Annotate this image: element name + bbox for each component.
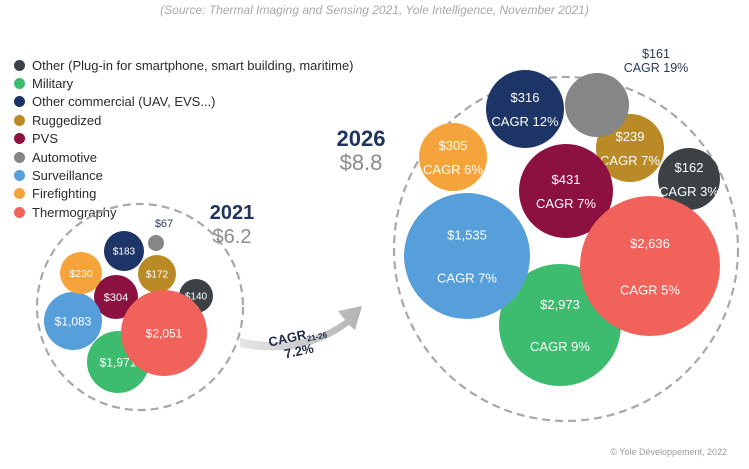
year-2026-label-ruggedized: $239 CAGR 7% <box>600 129 660 168</box>
legend-swatch <box>14 78 25 90</box>
legend-swatch <box>14 96 25 108</box>
year-2021-title: 2021 <box>210 202 255 224</box>
year-2021-label-other: $183 <box>113 247 136 258</box>
year-2026-label-surveillance: $1,535 CAGR 7% <box>437 228 497 286</box>
year-2026-label-other: $316 CAGR 12% <box>491 90 559 129</box>
legend-swatch <box>14 59 25 71</box>
legend-item-other: Other (Plug-in for smartphone, smart bui… <box>14 56 354 74</box>
legend-label: Automotive <box>32 149 98 165</box>
year-2021-enclosure <box>35 202 245 412</box>
legend-swatch <box>14 188 25 200</box>
year-2026-label-automotive: $161 CAGR 19% <box>624 47 689 75</box>
year-2026-label-other: $162 CAGR 3% <box>659 160 719 199</box>
legend-swatch <box>14 206 25 218</box>
year-2021-label-military: $1,971 <box>100 355 137 369</box>
year-2021-label-thermography: $2,051 <box>146 326 183 340</box>
legend-item-thermography: Thermography <box>14 203 354 221</box>
year-2021-label-ruggedized: $172 <box>146 270 169 281</box>
year-2026-bubble-thermography <box>580 196 720 336</box>
chart-legend: Other (Plug-in for smartphone, smart bui… <box>14 56 354 222</box>
year-2026-title: 2026 <box>337 126 386 151</box>
year-2021-total: $6.2 <box>213 226 252 248</box>
year-2021-bubble-pvs <box>94 275 138 319</box>
growth-arrow-value: 7.2% <box>283 341 316 362</box>
legend-label: PVS <box>32 131 59 147</box>
growth-arrow-label: CAGR21-26 7.2% <box>267 322 335 364</box>
legend-item-firefighting: Firefighting <box>14 185 354 203</box>
legend-label: Surveillance <box>32 168 103 184</box>
year-2026-enclosure <box>392 75 740 423</box>
year-2026-bubble-firefighting <box>419 123 487 191</box>
year-2021-bubble-firefighting <box>60 252 102 294</box>
legend-label: Other commercial (UAV, EVS...) <box>32 94 216 110</box>
year-2026-bubble-automotive <box>565 73 629 137</box>
year-2021-label-other: $140 <box>185 292 208 303</box>
year-2021-bubble-other <box>104 231 144 271</box>
legend-label: Firefighting <box>32 186 97 202</box>
year-2021-bubble-ruggedized <box>138 255 176 293</box>
legend-swatch <box>14 114 25 126</box>
growth-arrow: CAGR21-26 7.2% <box>240 306 362 364</box>
growth-arrow-subscript: 21-26 <box>306 330 328 343</box>
legend-swatch <box>14 151 25 163</box>
year-2026-label-military: $2,973 CAGR 9% <box>530 297 590 354</box>
year-2021-label-automotive: $67 <box>155 218 173 230</box>
year-2026-label-pvs: $431 CAGR 7% <box>536 172 596 211</box>
year-2026-bubble-other <box>486 70 564 148</box>
year-2026-label-firefighting: $305 CAGR 6% <box>423 138 483 177</box>
copyright-credit: © Yole Développement, 2022 <box>610 447 727 457</box>
source-note: (Source: Thermal Imaging and Sensing 202… <box>160 3 589 17</box>
legend-item-automotive: Automotive <box>14 148 354 166</box>
year-2026-bubble-other <box>658 148 720 210</box>
legend-item-surveillance: Surveillance <box>14 166 354 184</box>
legend-label: Ruggedized <box>32 112 102 128</box>
legend-label: Military <box>32 76 74 92</box>
legend-label: Thermography <box>32 204 117 220</box>
year-2026-bubble-pvs <box>519 144 613 238</box>
legend-item-other: Other commercial (UAV, EVS...) <box>14 93 354 111</box>
year-2021-label-surveillance: $1,083 <box>55 314 92 328</box>
year-2021-bubble-automotive <box>148 235 164 251</box>
legend-item-pvs: PVS <box>14 130 354 148</box>
year-2021-label-pvs: $304 <box>104 292 128 304</box>
year-2026-label-thermography: $2,636 CAGR 5% <box>620 236 680 298</box>
year-2021-bubble-surveillance <box>44 292 102 350</box>
year-2026-total: $8.8 <box>340 150 383 175</box>
year-2026-bubble-surveillance <box>404 193 530 319</box>
year-2021-label-firefighting: $230 <box>69 268 93 280</box>
legend-item-ruggedized: Ruggedized <box>14 111 354 129</box>
legend-label: Other (Plug-in for smartphone, smart bui… <box>32 57 354 73</box>
legend-swatch <box>14 133 25 145</box>
legend-swatch <box>14 170 25 182</box>
legend-item-military: Military <box>14 74 354 92</box>
year-2021-bubble-thermography <box>121 290 207 376</box>
